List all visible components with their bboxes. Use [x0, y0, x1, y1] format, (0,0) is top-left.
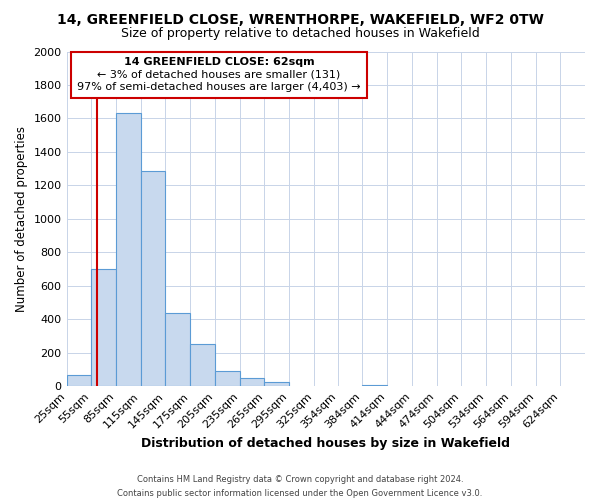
Bar	[116, 112, 141, 386]
Text: ← 3% of detached houses are smaller (131): ← 3% of detached houses are smaller (131…	[97, 69, 341, 79]
Bar	[190, 344, 215, 386]
Bar	[215, 371, 239, 386]
Bar	[67, 376, 91, 386]
FancyBboxPatch shape	[71, 52, 367, 98]
Bar	[141, 171, 166, 386]
Y-axis label: Number of detached properties: Number of detached properties	[15, 126, 28, 312]
Bar	[91, 269, 116, 386]
Text: 14 GREENFIELD CLOSE: 62sqm: 14 GREENFIELD CLOSE: 62sqm	[124, 56, 314, 66]
Text: 14, GREENFIELD CLOSE, WRENTHORPE, WAKEFIELD, WF2 0TW: 14, GREENFIELD CLOSE, WRENTHORPE, WAKEFI…	[56, 12, 544, 26]
Text: 97% of semi-detached houses are larger (4,403) →: 97% of semi-detached houses are larger (…	[77, 82, 361, 92]
Bar	[362, 384, 387, 386]
Text: Contains HM Land Registry data © Crown copyright and database right 2024.
Contai: Contains HM Land Registry data © Crown c…	[118, 476, 482, 498]
Bar	[239, 378, 265, 386]
Bar	[265, 382, 289, 386]
X-axis label: Distribution of detached houses by size in Wakefield: Distribution of detached houses by size …	[141, 437, 510, 450]
Bar	[166, 312, 190, 386]
Text: Size of property relative to detached houses in Wakefield: Size of property relative to detached ho…	[121, 28, 479, 40]
